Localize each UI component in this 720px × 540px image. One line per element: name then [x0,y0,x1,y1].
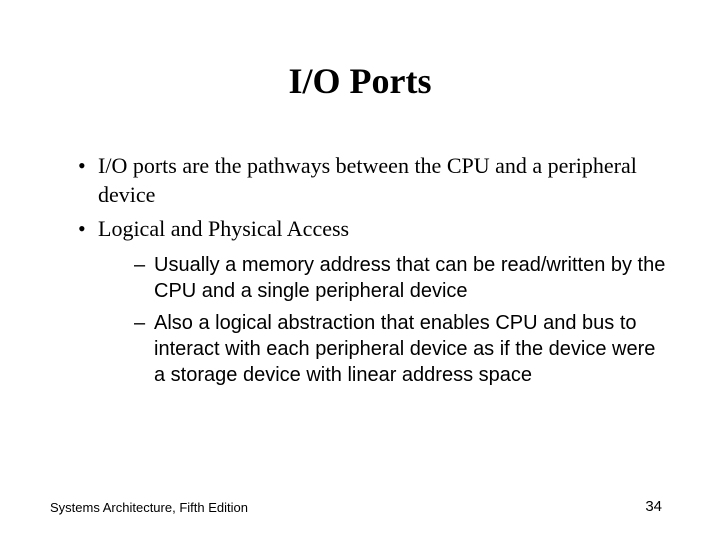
slide-title: I/O Ports [50,60,670,102]
footer-left-text: Systems Architecture, Fifth Edition [50,500,248,515]
bullet-text: I/O ports are the pathways between the C… [98,153,637,207]
bullet-item: Logical and Physical Access Usually a me… [78,215,670,388]
bullet-item: I/O ports are the pathways between the C… [78,152,670,209]
sub-bullet-list: Usually a memory address that can be rea… [98,252,670,388]
sub-bullet-item: Also a logical abstraction that enables … [134,310,670,388]
bullet-list: I/O ports are the pathways between the C… [50,152,670,388]
slide-container: I/O Ports I/O ports are the pathways bet… [0,0,720,540]
sub-bullet-item: Usually a memory address that can be rea… [134,252,670,304]
bullet-text: Logical and Physical Access [98,216,349,241]
sub-bullet-text: Usually a memory address that can be rea… [154,254,665,302]
page-number: 34 [645,498,662,515]
sub-bullet-text: Also a logical abstraction that enables … [154,312,655,386]
